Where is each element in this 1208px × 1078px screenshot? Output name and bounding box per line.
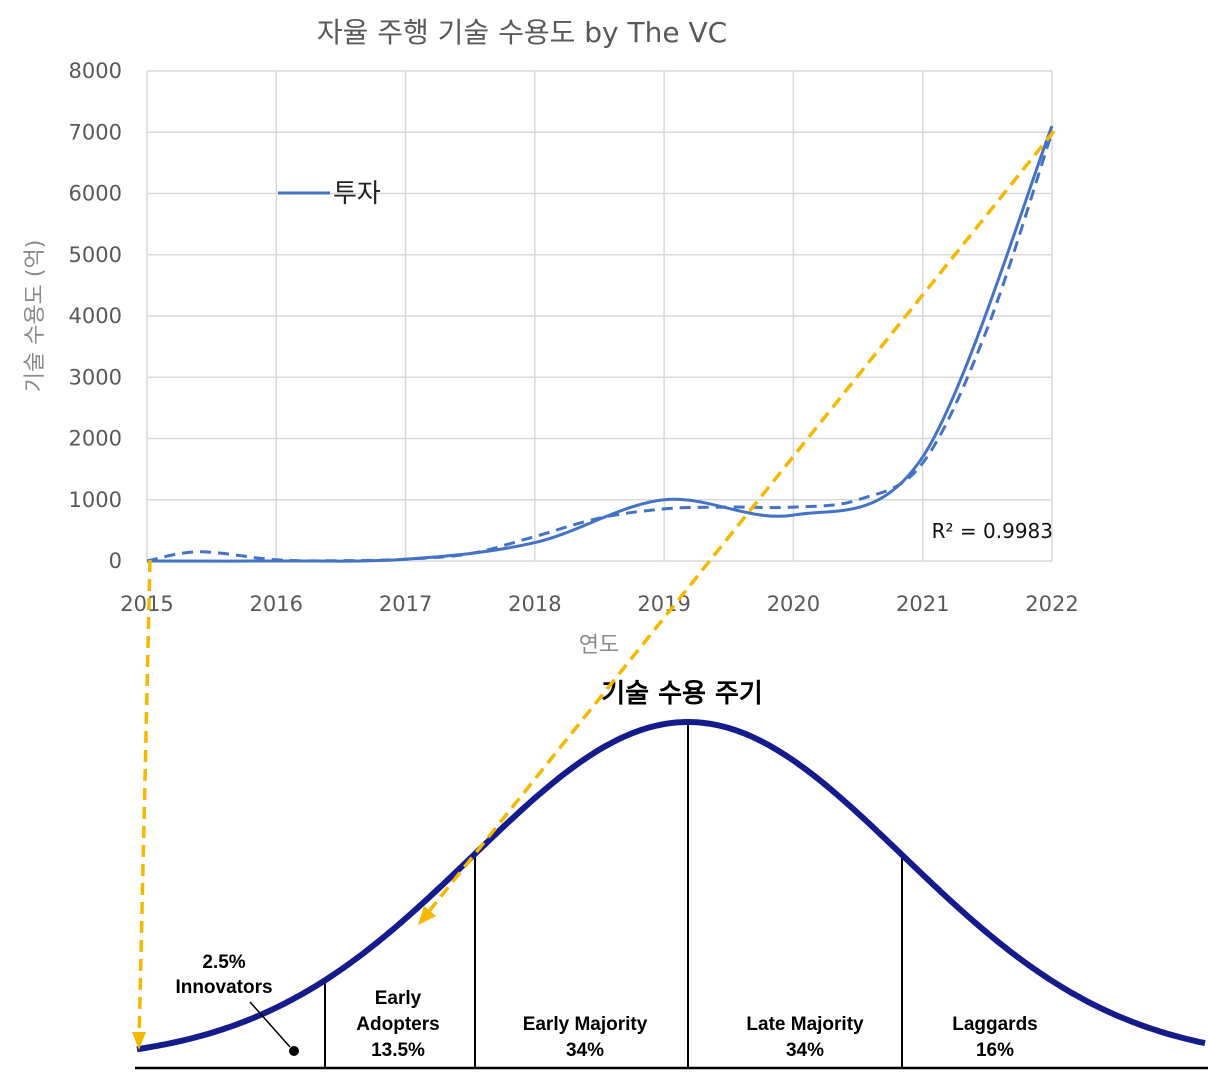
x-tick-label: 2021 <box>896 592 949 616</box>
segment-early-adopters: Early Adopters 13.5% <box>356 988 439 1061</box>
segment-dividers <box>324 722 903 1068</box>
x-tick-label: 2020 <box>767 592 820 616</box>
segment-early-adopters-name-1: Early <box>375 988 422 1009</box>
arrow-2022-to-early-adopters <box>424 129 1056 917</box>
segment-laggards-percent: 16% <box>976 1040 1014 1061</box>
x-tick-label: 2018 <box>508 592 561 616</box>
segment-innovators-name: Innovators <box>175 977 272 998</box>
y-tick-label: 2000 <box>69 427 122 451</box>
innovators-pointer <box>249 1001 291 1048</box>
y-tick-label: 3000 <box>69 365 122 389</box>
y-tick-label: 8000 <box>69 59 122 83</box>
legend: 투자 <box>278 179 381 209</box>
y-tick-label: 1000 <box>69 488 122 512</box>
connector-arrows <box>132 129 1056 1050</box>
segment-early-majority-percent: 34% <box>566 1040 604 1061</box>
innovators-dot <box>289 1046 299 1056</box>
series-line-투자 <box>146 125 1054 563</box>
segment-innovators-percent: 2.5% <box>202 952 245 973</box>
y-tick-label: 7000 <box>69 120 122 144</box>
y-tick-labels: 0 1000 2000 3000 4000 5000 6000 7000 8000 <box>69 59 122 573</box>
x-tick-labels: 2015 2016 2017 2018 2019 2020 2021 2022 <box>120 592 1078 616</box>
legend-label: 투자 <box>333 179 381 209</box>
arrow-head-right <box>418 906 436 925</box>
arrow-head-left <box>132 1032 146 1050</box>
segment-early-adopters-percent: 13.5% <box>371 1040 425 1061</box>
segment-innovators: 2.5% Innovators <box>175 952 299 1056</box>
y-axis-label: 기술 수용도 (억) <box>23 240 48 393</box>
segment-early-majority-name: Early Majority <box>523 1014 648 1035</box>
segment-laggards: Laggards 16% <box>952 1014 1038 1061</box>
cycle-title: 기술 수용 주기 <box>601 679 763 709</box>
trendline <box>146 131 1054 563</box>
x-axis-label: 연도 <box>579 633 619 658</box>
adoption-cycle-diagram: 기술 수용 주기 2.5% Innovators Early Adopters … <box>135 679 1208 1070</box>
gridlines <box>146 70 1053 562</box>
bell-curve <box>136 719 1206 1053</box>
y-tick-label: 5000 <box>69 243 122 267</box>
r-squared-label: R² = 0.9983 <box>932 519 1053 543</box>
segment-early-majority: Early Majority 34% <box>523 1014 648 1061</box>
segment-early-adopters-name-2: Adopters <box>356 1014 439 1035</box>
x-tick-label: 2016 <box>250 592 303 616</box>
y-tick-label: 4000 <box>69 304 122 328</box>
chart-title: 자율 주행 기술 수용도 by The VC <box>317 16 727 49</box>
y-tick-label: 0 <box>109 549 122 573</box>
segment-laggards-name: Laggards <box>952 1014 1038 1035</box>
x-tick-label: 2015 <box>120 592 173 616</box>
segment-late-majority: Late Majority 34% <box>746 1014 864 1061</box>
segment-late-majority-percent: 34% <box>786 1040 824 1061</box>
x-tick-label: 2017 <box>379 592 432 616</box>
x-tick-label: 2022 <box>1025 592 1078 616</box>
arrow-2015-to-innovators <box>137 559 152 1043</box>
adoption-line-chart: 자율 주행 기술 수용도 by The VC 0 1000 2000 3000 4000… <box>23 16 1079 658</box>
segment-late-majority-name: Late Majority <box>746 1014 864 1035</box>
y-tick-label: 6000 <box>69 182 122 206</box>
